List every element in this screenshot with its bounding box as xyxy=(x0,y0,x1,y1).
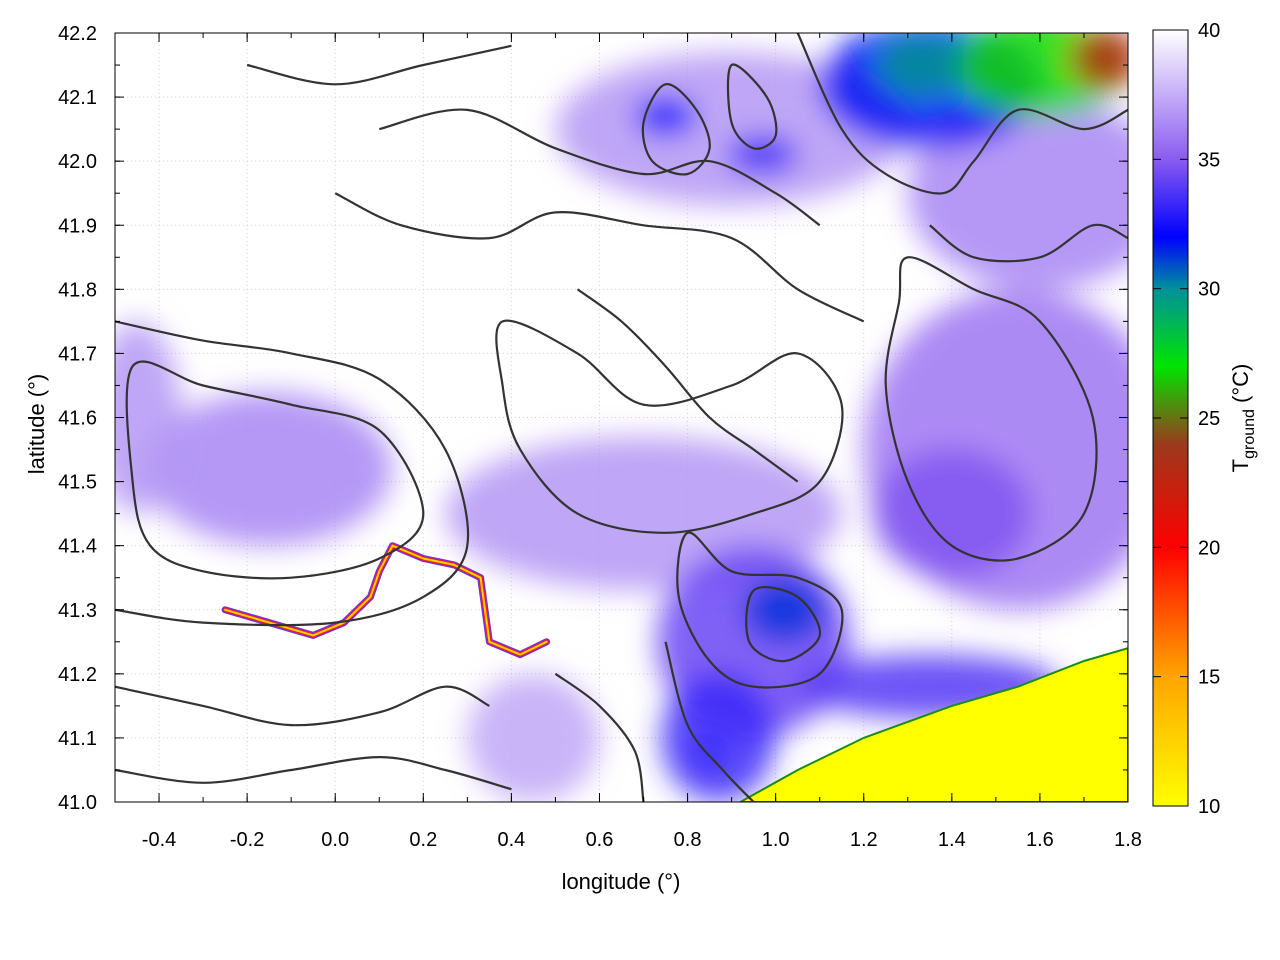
colorbar-tick-label-2: 20 xyxy=(1198,537,1220,559)
heat-region-southwest-hot-area xyxy=(661,673,776,802)
river-core xyxy=(224,544,548,656)
contour-line-5 xyxy=(745,586,821,663)
contour-layer xyxy=(115,33,1128,802)
contour-line-15 xyxy=(576,288,799,483)
colorbar-ticks: 10 15 20 25 30 35 40 xyxy=(1153,20,1220,818)
x-tick-label-4: 0.4 xyxy=(497,829,525,851)
y-tick-label-4: 41.4 xyxy=(58,536,97,558)
contour-line-2 xyxy=(495,319,844,534)
contour-line-6 xyxy=(554,672,645,802)
colorbar-tick-label-1: 15 xyxy=(1198,667,1220,689)
x-tick-label-5: 0.6 xyxy=(586,829,614,851)
y-tick-label-9: 41.9 xyxy=(58,215,97,237)
contour-line-10 xyxy=(379,108,821,227)
contour-line-4 xyxy=(676,531,844,689)
heat-region-pyrenees-teal-area xyxy=(876,33,966,98)
y-tick-label-0: 41.0 xyxy=(58,792,97,814)
contour-line-8 xyxy=(115,685,490,727)
plot-area xyxy=(114,32,1129,803)
contour-line-7 xyxy=(664,641,755,802)
y-tick-label-5: 41.5 xyxy=(58,472,97,494)
colorbar-tick-label-5: 35 xyxy=(1198,149,1220,171)
x-tick-label-0: -0.4 xyxy=(142,829,176,851)
colorbar-label-unit: (°C) xyxy=(1228,364,1253,409)
contour-line-9 xyxy=(115,755,512,791)
y-tick-label-3: 41.3 xyxy=(58,600,97,622)
heat-region-west-warm-area xyxy=(145,391,393,546)
x-tick-label-9: 1.4 xyxy=(938,829,966,851)
y-axis: 41.0 41.1 41.2 41.3 41.4 41.5 41.6 41.7 41.8 41.9… xyxy=(58,23,1128,814)
y-tick-label-7: 41.7 xyxy=(58,343,97,365)
y-tick-label-10: 42.0 xyxy=(58,151,97,173)
contour-line-12 xyxy=(246,44,512,86)
colorbar-tick-label-6: 40 xyxy=(1198,20,1220,42)
contour-line-13 xyxy=(796,33,1128,195)
x-tick-label-7: 1.0 xyxy=(762,829,790,851)
colorbar: 10 15 20 25 30 35 40 Tground (°C) xyxy=(1152,20,1258,818)
colorbar-tick-label-0: 10 xyxy=(1198,796,1220,818)
contour-line-1 xyxy=(115,320,470,627)
contour-line-11 xyxy=(334,192,865,323)
x-axis: -0.4 -0.2 0.0 0.2 0.4 0.6 0.8 1.0 1.2 1.4 1.6 1.8 xyxy=(114,33,1142,851)
contour-line-17 xyxy=(726,63,778,150)
heat-region-southwest-hot-spot xyxy=(696,737,723,764)
heat-region-west-edge-area xyxy=(115,321,182,514)
x-axis-label: longitude (°) xyxy=(562,869,681,894)
colorbar-tick-label-4: 30 xyxy=(1198,279,1220,301)
x-tick-label-3: 0.2 xyxy=(409,829,437,851)
heat-region-pyrenees-red-area xyxy=(1070,33,1128,91)
x-tick-label-6: 0.8 xyxy=(674,829,702,851)
y-tick-label-11: 42.1 xyxy=(58,87,97,109)
contour-line-0 xyxy=(125,360,425,580)
heat-region-ebro-valley-core xyxy=(744,577,825,642)
colorbar-label-main: T xyxy=(1228,459,1253,472)
x-tick-label-11: 1.8 xyxy=(1114,829,1142,851)
river-layer xyxy=(221,542,551,659)
x-tick-label-8: 1.2 xyxy=(850,829,878,851)
contour-line-3 xyxy=(884,256,1098,562)
x-tick-label-1: -0.2 xyxy=(230,829,264,851)
heat-regions xyxy=(115,33,1128,802)
x-tick-label-2: 0.0 xyxy=(321,829,349,851)
heat-region-north-warm-band xyxy=(555,52,908,207)
sea-layer xyxy=(738,647,1128,802)
heat-region-east-warm-spot xyxy=(872,449,1032,578)
colorbar-label-sub: ground xyxy=(1241,409,1258,459)
colorbar-tick-label-3: 25 xyxy=(1198,408,1220,430)
contour-line-16 xyxy=(641,83,711,176)
y-tick-label-2: 41.2 xyxy=(58,664,97,686)
heat-region-north-hot-spot xyxy=(727,135,798,174)
colorbar-label: Tground (°C) xyxy=(1228,364,1258,473)
heat-region-north-hot-band xyxy=(634,97,697,136)
y-tick-label-8: 41.8 xyxy=(58,279,97,301)
heat-region-south-warm-area xyxy=(467,673,600,802)
y-axis-label: latitude (°) xyxy=(24,374,49,475)
y-tick-label-1: 41.1 xyxy=(58,728,97,750)
contour-line-14 xyxy=(929,223,1128,263)
y-tick-label-12: 42.2 xyxy=(58,23,97,45)
sea-area xyxy=(738,647,1128,802)
x-tick-label-10: 1.6 xyxy=(1026,829,1054,851)
y-tick-label-6: 41.6 xyxy=(58,408,97,430)
